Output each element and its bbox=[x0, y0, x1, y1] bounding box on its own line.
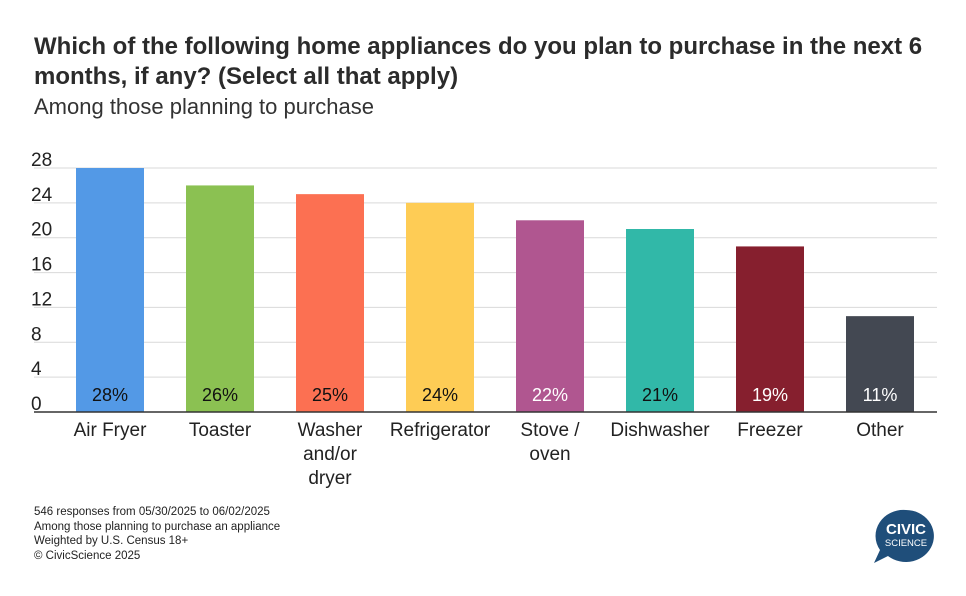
bar bbox=[846, 316, 914, 412]
y-tick-label: 8 bbox=[31, 324, 42, 345]
data-label: 11% bbox=[863, 385, 898, 405]
data-label: 22% bbox=[532, 385, 568, 405]
chart-subtitle: Among those planning to purchase bbox=[34, 94, 375, 119]
bar bbox=[296, 194, 364, 412]
data-label: 26% bbox=[202, 385, 238, 405]
footer-line: © CivicScience 2025 bbox=[34, 549, 141, 562]
data-label: 28% bbox=[92, 385, 128, 405]
x-tick-label: oven bbox=[529, 444, 570, 465]
footer-notes: 546 responses from 05/30/2025 to 06/02/2… bbox=[34, 505, 280, 563]
chart-title: Which of the following home appliances d… bbox=[34, 33, 923, 90]
x-tick-label: dryer bbox=[308, 468, 352, 489]
y-tick-label: 16 bbox=[31, 255, 52, 276]
data-label: 21% bbox=[642, 385, 678, 405]
logo-text-civic: CIVIC bbox=[886, 521, 926, 538]
logo-text-science: SCIENCE bbox=[885, 538, 927, 549]
y-tick-label: 24 bbox=[31, 185, 53, 206]
y-tick-label: 4 bbox=[31, 359, 42, 380]
y-tick-label: 20 bbox=[31, 220, 52, 241]
x-tick-label: Freezer bbox=[737, 420, 803, 441]
bar bbox=[516, 220, 584, 412]
bar bbox=[626, 229, 694, 412]
x-tick-label: Stove / bbox=[520, 420, 580, 441]
x-tick-label: Toaster bbox=[189, 420, 252, 441]
logo-speech-bubble bbox=[874, 509, 934, 563]
y-tick-label: 0 bbox=[31, 394, 42, 415]
footer-line: Weighted by U.S. Census 18+ bbox=[34, 535, 189, 547]
bar bbox=[736, 246, 804, 412]
y-tick-label: 12 bbox=[31, 289, 52, 310]
civicscience-logo: CIVIC SCIENCE bbox=[874, 509, 934, 563]
x-tick-label: and/or bbox=[303, 444, 358, 465]
data-label: 19% bbox=[752, 385, 788, 405]
bar bbox=[186, 185, 254, 412]
footer-line: Among those planning to purchase an appl… bbox=[34, 520, 281, 533]
x-tick-label: Refrigerator bbox=[390, 420, 491, 441]
data-label: 24% bbox=[422, 385, 458, 405]
x-tick-label: Dishwasher bbox=[610, 420, 710, 441]
bar bbox=[406, 202, 474, 412]
bar bbox=[76, 168, 144, 412]
y-tick-label: 28 bbox=[31, 150, 52, 171]
x-tick-label: Other bbox=[856, 420, 904, 441]
data-label: 25% bbox=[312, 385, 348, 405]
x-tick-label: Air Fryer bbox=[74, 420, 148, 441]
bar-chart: 0 4 8 12 16 20 24 28 28% Air Fryer 26% Toaster 25% Wa… bbox=[31, 150, 937, 489]
x-tick-label: Washer bbox=[298, 420, 363, 441]
footer-line: 546 responses from 05/30/2025 to 06/02/2… bbox=[34, 506, 270, 518]
